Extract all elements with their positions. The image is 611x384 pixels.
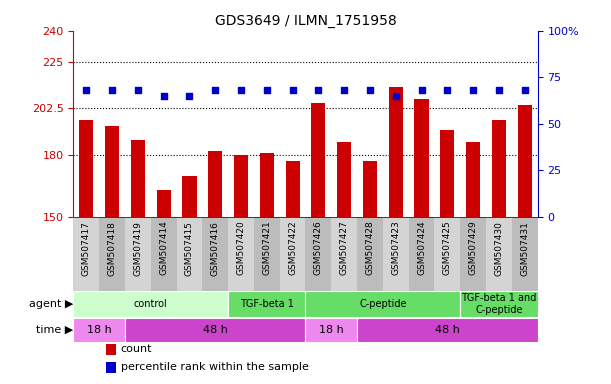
Text: time ▶: time ▶ <box>36 325 73 335</box>
Bar <box>151 217 177 291</box>
Text: 48 h: 48 h <box>203 325 228 335</box>
Bar <box>73 291 228 317</box>
Text: GSM507417: GSM507417 <box>82 221 90 276</box>
Bar <box>156 190 170 217</box>
Text: GSM507418: GSM507418 <box>108 221 117 276</box>
Bar <box>518 105 532 217</box>
Text: control: control <box>134 299 167 309</box>
Bar <box>285 161 299 217</box>
Bar <box>228 291 306 317</box>
Bar <box>228 217 254 291</box>
Point <box>365 87 375 93</box>
Bar <box>79 120 93 217</box>
Text: TGF-beta 1 and
C-peptide: TGF-beta 1 and C-peptide <box>461 293 536 315</box>
Bar <box>125 318 306 341</box>
Bar <box>337 142 351 217</box>
Bar <box>357 318 538 341</box>
Bar <box>331 217 357 291</box>
Bar <box>280 217 306 291</box>
Bar <box>182 175 197 217</box>
Bar <box>414 99 429 217</box>
Bar <box>73 217 99 291</box>
Point <box>391 93 401 99</box>
Text: C-peptide: C-peptide <box>359 299 407 309</box>
Bar <box>99 217 125 291</box>
Text: GSM507422: GSM507422 <box>288 221 297 275</box>
Point <box>262 87 272 93</box>
Text: GSM507420: GSM507420 <box>236 221 246 275</box>
Bar <box>311 103 326 217</box>
Text: GSM507430: GSM507430 <box>494 221 503 276</box>
Text: GSM507423: GSM507423 <box>391 221 400 275</box>
Bar <box>125 217 151 291</box>
Point <box>494 87 504 93</box>
Bar <box>131 141 145 217</box>
Text: GSM507415: GSM507415 <box>185 221 194 276</box>
Text: 18 h: 18 h <box>319 325 343 335</box>
Text: GSM507426: GSM507426 <box>314 221 323 275</box>
Text: TGF-beta 1: TGF-beta 1 <box>240 299 294 309</box>
Bar <box>357 217 383 291</box>
Text: GSM507414: GSM507414 <box>159 221 168 275</box>
Bar <box>234 155 248 217</box>
Bar <box>466 142 480 217</box>
Bar <box>260 153 274 217</box>
Text: 18 h: 18 h <box>87 325 111 335</box>
Bar <box>254 217 280 291</box>
Text: GSM507425: GSM507425 <box>443 221 452 275</box>
Bar <box>306 318 357 341</box>
Point <box>210 87 220 93</box>
Bar <box>306 217 331 291</box>
Bar <box>202 217 228 291</box>
Bar <box>208 151 222 217</box>
Bar <box>106 362 116 372</box>
Bar <box>177 217 202 291</box>
Point <box>442 87 452 93</box>
Bar <box>105 126 119 217</box>
Text: count: count <box>121 344 152 354</box>
Text: percentile rank within the sample: percentile rank within the sample <box>121 362 309 372</box>
Text: GSM507427: GSM507427 <box>340 221 349 275</box>
Bar <box>73 318 125 341</box>
Point <box>313 87 323 93</box>
Bar <box>492 120 506 217</box>
Bar <box>486 217 512 291</box>
Bar <box>512 217 538 291</box>
Text: GSM507428: GSM507428 <box>365 221 375 275</box>
Bar <box>409 217 434 291</box>
Bar <box>383 217 409 291</box>
Point <box>339 87 349 93</box>
Point <box>468 87 478 93</box>
Bar <box>434 217 460 291</box>
Text: GSM507429: GSM507429 <box>469 221 478 275</box>
Text: GSM507416: GSM507416 <box>211 221 220 276</box>
Point <box>107 87 117 93</box>
Bar <box>389 87 403 217</box>
Point <box>417 87 426 93</box>
Text: GSM507421: GSM507421 <box>262 221 271 275</box>
Title: GDS3649 / ILMN_1751958: GDS3649 / ILMN_1751958 <box>214 14 397 28</box>
Point <box>133 87 143 93</box>
Text: GSM507424: GSM507424 <box>417 221 426 275</box>
Bar <box>460 217 486 291</box>
Text: GSM507431: GSM507431 <box>521 221 529 276</box>
Point <box>159 93 169 99</box>
Text: 48 h: 48 h <box>435 325 460 335</box>
Point <box>288 87 298 93</box>
Bar <box>460 291 538 317</box>
Bar <box>363 161 377 217</box>
Bar <box>441 130 455 217</box>
Text: agent ▶: agent ▶ <box>29 299 73 309</box>
Point <box>520 87 530 93</box>
Point <box>81 87 91 93</box>
Bar <box>306 291 460 317</box>
Point <box>236 87 246 93</box>
Text: GSM507419: GSM507419 <box>133 221 142 276</box>
Point <box>185 93 194 99</box>
Bar <box>106 344 116 355</box>
